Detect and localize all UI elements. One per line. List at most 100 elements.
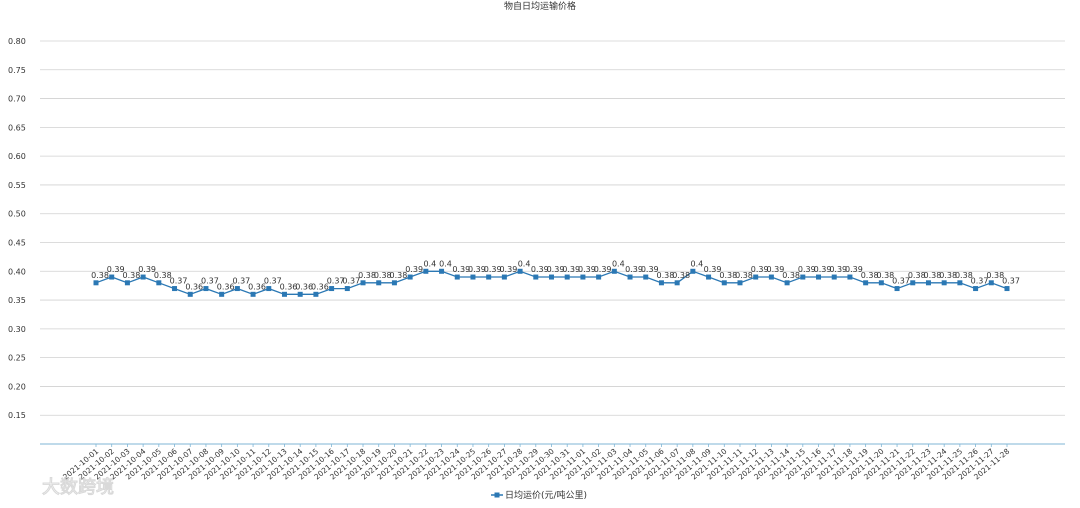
data-point	[863, 280, 869, 286]
data-point	[800, 274, 806, 280]
y-tick-label: 0.30	[8, 325, 26, 334]
data-label: 0.36	[248, 282, 266, 291]
y-tick-label: 0.80	[8, 37, 26, 46]
y-tick-label: 0.25	[8, 354, 26, 363]
y-tick-label: 0.15	[8, 411, 26, 420]
data-label: 0.38	[986, 271, 1004, 280]
data-label: 0.37	[327, 277, 345, 286]
data-point	[501, 274, 507, 280]
data-label: 0.38	[955, 271, 973, 280]
y-tick-label: 0.55	[8, 181, 26, 190]
data-label: 0.4	[518, 259, 531, 268]
grid-lines	[40, 40, 1065, 416]
data-point	[533, 274, 539, 280]
data-label: 0.39	[484, 265, 502, 274]
data-point	[250, 291, 256, 297]
data-point	[643, 274, 649, 280]
data-label: 0.39	[594, 265, 612, 274]
data-label: 0.39	[531, 265, 549, 274]
legend-label: 日均运价(元/吨公里)	[505, 489, 587, 501]
data-label: 0.39	[578, 265, 596, 274]
data-point	[549, 274, 554, 280]
y-tick-label: 0.35	[8, 296, 26, 305]
data-label: 0.38	[374, 271, 392, 280]
x-axis: 2021-10-012021-10-022021-10-032021-10-04…	[40, 443, 1065, 482]
data-point	[423, 268, 429, 274]
data-point	[454, 274, 460, 280]
data-point	[93, 280, 99, 286]
data-label: 0.36	[217, 282, 235, 291]
data-label: 0.37	[232, 277, 250, 286]
y-tick-label: 0.20	[8, 382, 26, 391]
data-point	[768, 274, 774, 280]
data-point	[203, 286, 209, 292]
data-point	[344, 286, 350, 292]
watermark-logo: 大数跨境	[9, 476, 114, 498]
data-label: 0.38	[390, 271, 408, 280]
data-label: 0.37	[892, 277, 910, 286]
data-label: 0.36	[295, 282, 313, 291]
data-point	[925, 280, 931, 286]
data-label: 0.38	[939, 271, 957, 280]
data-point	[313, 291, 319, 297]
data-point	[281, 291, 287, 297]
y-axis: 0.80 0.75 0.70 0.65 0.60 0.55 0.50 0.45 0.40 0.35…	[8, 37, 26, 420]
data-point	[156, 280, 162, 286]
data-label: 0.39	[751, 265, 769, 274]
data-point	[234, 286, 240, 292]
data-point	[737, 280, 743, 286]
chart-title: 物自日均运输价格	[504, 0, 576, 12]
data-label: 0.38	[924, 271, 942, 280]
data-point	[973, 286, 979, 292]
data-label: 0.4	[690, 259, 703, 268]
data-label: 0.36	[311, 282, 329, 291]
data-point	[816, 274, 822, 280]
data-label: 0.38	[861, 271, 879, 280]
data-label: 0.36	[185, 282, 203, 291]
data-label: 0.39	[562, 265, 580, 274]
data-label: 0.38	[154, 271, 172, 280]
y-tick-label: 0.70	[8, 95, 26, 104]
data-label: 0.38	[672, 271, 690, 280]
data-point	[486, 274, 492, 280]
watermark-icon	[9, 477, 27, 495]
data-label: 0.38	[358, 271, 376, 280]
data-point	[407, 274, 413, 280]
data-label: 0.37	[342, 277, 360, 286]
legend-marker-swatch	[494, 492, 500, 498]
legend[interactable]: 日均运价(元/吨公里)	[491, 489, 587, 501]
data-point	[847, 274, 853, 280]
data-point	[674, 280, 680, 286]
data-label: 0.37	[1002, 277, 1020, 286]
data-label: 0.39	[547, 265, 565, 274]
data-label: 0.39	[845, 265, 863, 274]
data-point	[784, 280, 790, 286]
data-point	[596, 274, 602, 280]
data-point	[690, 268, 696, 274]
data-point	[391, 280, 397, 286]
watermark-text: 大数跨境	[42, 476, 114, 498]
y-tick-label: 0.50	[8, 210, 26, 219]
watermark-icon-2	[21, 479, 35, 493]
y-tick-label: 0.60	[8, 152, 26, 161]
data-point	[627, 274, 633, 280]
data-label: 0.38	[657, 271, 675, 280]
data-point	[219, 291, 225, 297]
data-point	[329, 286, 335, 292]
y-tick-label: 0.40	[8, 267, 26, 276]
data-point	[831, 274, 837, 280]
data-point	[564, 274, 570, 280]
data-label: 0.39	[138, 265, 156, 274]
data-point	[376, 280, 382, 286]
data-point	[360, 280, 366, 286]
data-label: 0.38	[735, 271, 753, 280]
data-label: 0.38	[876, 271, 894, 280]
data-label: 0.37	[264, 277, 282, 286]
data-label: 0.37	[971, 277, 989, 286]
data-label: 0.39	[452, 265, 470, 274]
data-point	[721, 280, 727, 286]
data-point	[941, 280, 947, 286]
data-label: 0.4	[439, 259, 452, 268]
